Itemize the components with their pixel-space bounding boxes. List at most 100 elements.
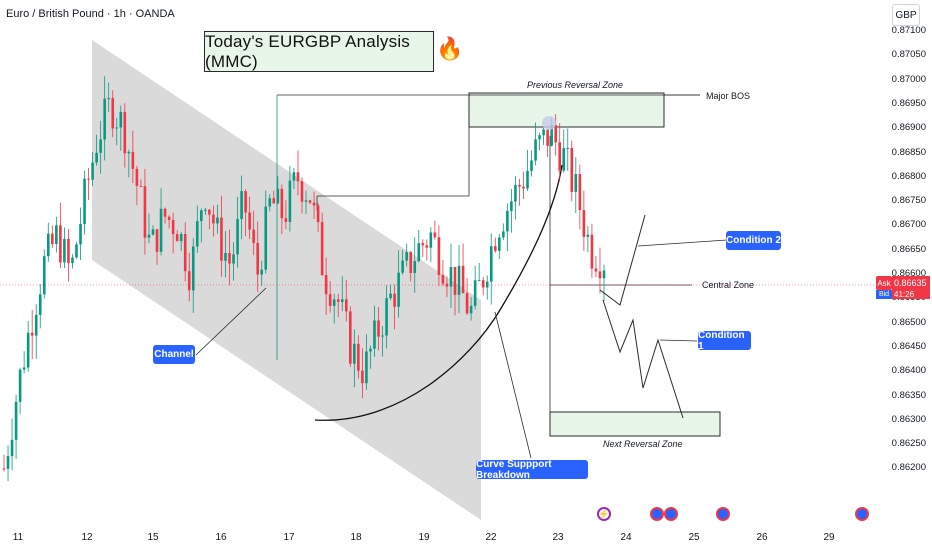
price-tick-label: 0.86850 <box>891 146 926 158</box>
candle-body <box>538 135 541 140</box>
candle-body <box>115 127 119 129</box>
candle-body <box>123 111 127 154</box>
candle-body <box>252 229 255 243</box>
candle-body <box>489 246 493 282</box>
candle-body <box>280 188 284 219</box>
candle-body <box>244 191 247 213</box>
lightning-event-icon[interactable]: ⚡ <box>597 507 611 521</box>
projection-condition-2 <box>599 214 646 306</box>
candle-body <box>445 283 449 287</box>
curve-support <box>314 164 563 421</box>
candle-body <box>453 266 457 295</box>
candle-body <box>63 238 66 263</box>
bid-label: Bid <box>876 290 892 299</box>
candles-group <box>2 76 606 482</box>
candle-body <box>288 180 292 222</box>
candle-body <box>272 198 276 204</box>
candle-body <box>131 151 135 169</box>
time-tick-label: 11 <box>12 532 24 543</box>
candle-body <box>75 244 78 258</box>
candle-body <box>433 232 437 238</box>
economic-event-icon[interactable] <box>650 507 664 521</box>
candle-body <box>71 257 74 263</box>
candle-body <box>385 298 388 336</box>
candle-body <box>594 268 598 272</box>
candle-body <box>51 233 54 245</box>
price-tick-label: 0.87100 <box>891 25 926 36</box>
economic-event-icon[interactable] <box>664 507 678 521</box>
economic-event-icon[interactable] <box>716 507 730 521</box>
candle-body <box>570 147 574 192</box>
next-reversal-zone <box>549 411 721 437</box>
candle-body <box>167 216 171 220</box>
candle-body <box>95 152 98 163</box>
candle-body <box>10 439 14 457</box>
candle-body <box>498 237 501 251</box>
condition-1-pill[interactable]: Condition 1 <box>698 330 751 352</box>
candle-body <box>143 186 147 238</box>
candle-body <box>562 148 566 171</box>
candle-body <box>578 174 582 211</box>
candle-body <box>566 147 570 149</box>
analysis-title: Today's EURGBP Analysis (MMC) <box>204 31 434 72</box>
candle-body <box>103 98 106 140</box>
price-tick-label: 0.86950 <box>891 97 926 109</box>
candle-body <box>554 125 557 143</box>
candle-body <box>30 332 34 336</box>
candle-body <box>598 271 602 279</box>
curve-connector <box>494 311 532 459</box>
candle-body <box>111 98 115 129</box>
candle-body <box>83 178 86 225</box>
candle-body <box>195 221 199 247</box>
economic-event-icon[interactable] <box>855 507 869 521</box>
currency-button[interactable]: GBP <box>892 4 920 26</box>
candle-body <box>212 214 215 224</box>
major-bos-label: Major BOS <box>706 91 751 101</box>
candle-body <box>477 280 481 282</box>
next-reversal-zone-label: Next Reversal Zone <box>603 439 683 449</box>
candle-body <box>292 172 296 181</box>
price-tick-label: 0.86500 <box>891 316 926 328</box>
candle-body <box>542 129 545 136</box>
central-zone-label: Central Zone <box>702 280 755 290</box>
candle-body <box>187 271 191 291</box>
candle-body <box>79 224 82 245</box>
curve-support-pill[interactable]: Curve Suppport Breakdown <box>476 459 588 481</box>
candle-body <box>34 314 38 336</box>
price-tick-label: 0.86300 <box>891 413 926 425</box>
candle-body <box>42 256 46 295</box>
time-tick-label: 23 <box>552 532 564 543</box>
condition-2-pill[interactable]: Condition 2 <box>726 231 781 250</box>
candle-body <box>260 269 264 275</box>
candle-body <box>147 234 151 238</box>
candle-body <box>308 200 312 203</box>
candle-body <box>179 234 183 242</box>
time-tick-label: 15 <box>147 532 159 543</box>
candle-body <box>481 280 485 288</box>
price-tick-label: 0.86900 <box>891 122 926 134</box>
candle-body <box>590 234 594 269</box>
countdown-tag: 41:26 <box>892 290 930 299</box>
candle-body <box>312 202 316 206</box>
candle-body <box>204 209 207 211</box>
candle-body <box>99 139 102 153</box>
candle-body <box>510 201 513 211</box>
symbol-title[interactable]: Euro / British Pound · 1h · OANDA <box>6 8 175 20</box>
candle-body <box>67 238 70 263</box>
time-tick-label: 19 <box>418 532 430 543</box>
candle-body <box>55 225 58 245</box>
candle-body <box>2 468 6 470</box>
candle-body <box>344 299 348 312</box>
candle-body <box>304 200 308 202</box>
channel-pill[interactable]: Channel <box>153 345 195 364</box>
swing-high-marker <box>542 116 556 130</box>
candle-body <box>328 294 332 306</box>
candle-body <box>602 270 606 279</box>
candle-body <box>324 275 328 295</box>
candle-body <box>46 233 50 257</box>
candle-body <box>389 293 392 299</box>
channel-connector <box>195 287 267 356</box>
candle-body <box>208 209 211 215</box>
